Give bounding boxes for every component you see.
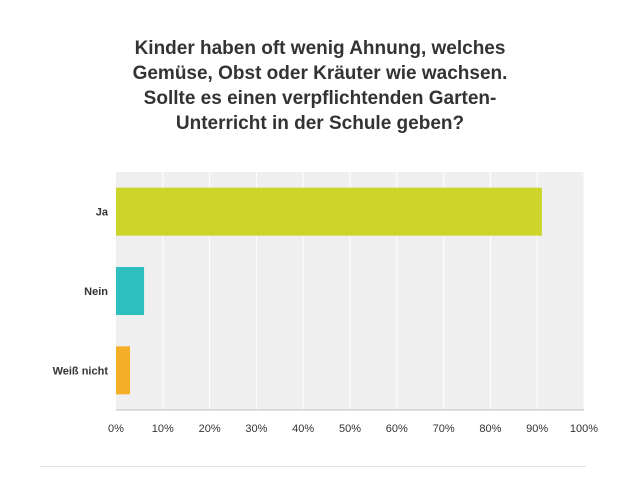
chart-title-line: Unterricht in der Schule geben? — [175, 113, 465, 134]
category-label: Weiß nicht — [53, 365, 109, 377]
x-tick-label: 60% — [386, 423, 408, 435]
category-label: Ja — [96, 207, 109, 219]
x-tick-label: 30% — [245, 423, 267, 435]
chart-title-line: Gemüse, Obst oder Kräuter wie wachsen. — [132, 63, 508, 84]
x-tick-label: 100% — [570, 423, 598, 435]
bottom-divider — [40, 466, 586, 467]
bar-wei-nicht — [116, 346, 131, 395]
chart-title-line: Sollte es einen verpflichtenden Garten- — [143, 88, 497, 109]
x-tick-label: 0% — [108, 423, 124, 435]
bar-ja — [116, 187, 542, 236]
x-tick-label: 40% — [292, 423, 314, 435]
x-tick-label: 80% — [479, 423, 501, 435]
chart-title-line: Kinder haben oft wenig Ahnung, welches — [134, 38, 506, 59]
x-tick-label: 50% — [339, 423, 361, 435]
x-tick-label: 70% — [433, 423, 455, 435]
x-tick-label: 10% — [152, 423, 174, 435]
chart-title: Kinder haben oft wenig Ahnung, welches G… — [70, 36, 570, 136]
x-tick-label: 20% — [199, 423, 221, 435]
category-label: Nein — [84, 286, 108, 298]
bar-nein — [116, 267, 145, 315]
x-tick-label: 90% — [526, 423, 548, 435]
